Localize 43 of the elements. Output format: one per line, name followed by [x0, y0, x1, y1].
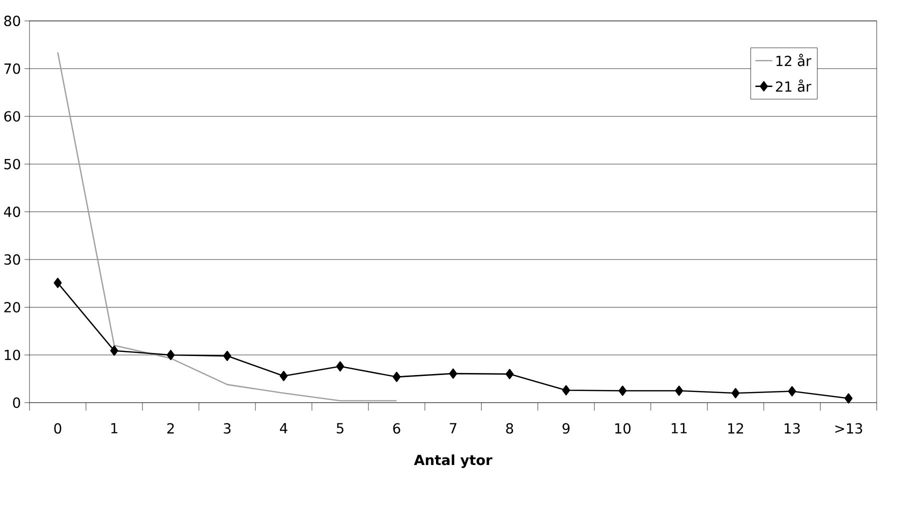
x-tick-label: 9 [562, 422, 570, 434]
x-tick-label: 3 [224, 422, 231, 434]
x-tick-label: 8 [506, 422, 514, 434]
y-tick-label: 80 [4, 15, 20, 26]
legend-label: 12 år [776, 54, 812, 66]
point [788, 386, 796, 396]
y-tick-label: 30 [4, 254, 20, 265]
point [336, 361, 344, 372]
y-tick-label: 10 [4, 350, 20, 360]
x-tick-label: 7 [450, 422, 456, 434]
y-tick-label: 70 [4, 63, 20, 74]
x-tick-label: 2 [167, 422, 174, 434]
point [618, 385, 627, 396]
x-axis-title: Antal ytor [414, 454, 492, 468]
point [54, 278, 62, 288]
x-tick-label: 5 [336, 422, 344, 434]
point [449, 368, 458, 379]
x-tick-label: >13 [835, 422, 862, 434]
point [280, 370, 288, 381]
point [844, 393, 853, 404]
y-tick-label: 60 [4, 110, 20, 122]
x-tick-label: 0 [54, 422, 62, 434]
y-tick-label: 0 [13, 397, 20, 408]
point [506, 368, 514, 380]
x-tick-label: 11 [672, 422, 687, 434]
y-tick-label: 40 [4, 206, 20, 217]
point [392, 372, 401, 382]
point [675, 385, 684, 396]
point [732, 388, 740, 398]
x-tick-label: 12 [728, 422, 744, 434]
legend-label: 21 år [776, 79, 812, 92]
point [223, 350, 232, 361]
x-tick-label: 13 [784, 422, 800, 434]
x-tick-label: 4 [280, 422, 288, 434]
point [110, 345, 118, 356]
point [562, 384, 570, 396]
y-tick-label: 50 [4, 158, 20, 170]
x-tick-label: 10 [615, 422, 631, 434]
x-tick-label: 6 [393, 422, 400, 434]
line-series [57, 52, 398, 402]
y-tick-label: 20 [4, 302, 20, 312]
point [166, 350, 175, 360]
x-tick-label: 1 [111, 422, 118, 434]
